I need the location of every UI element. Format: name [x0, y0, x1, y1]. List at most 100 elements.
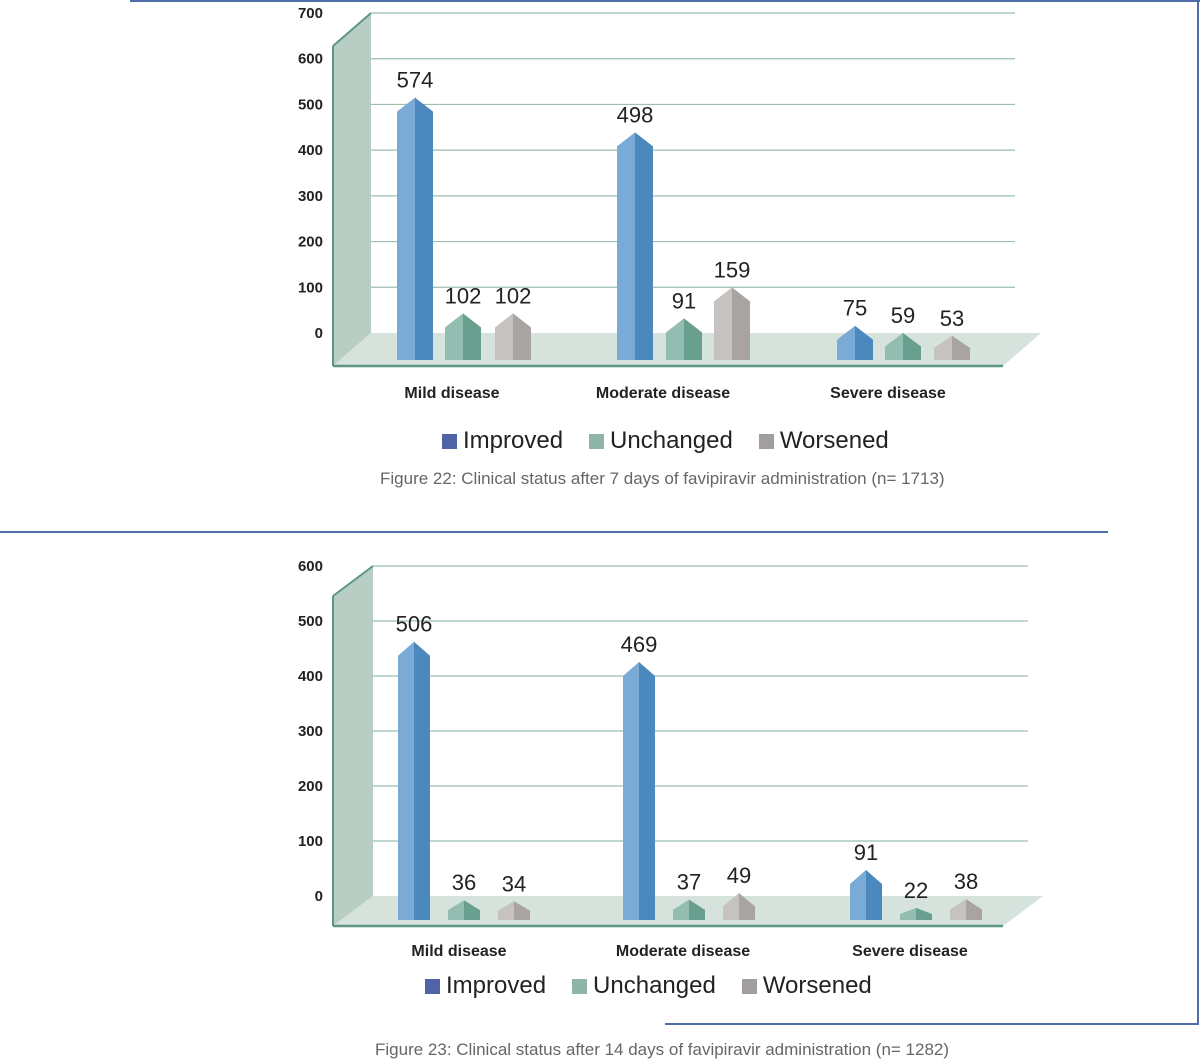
data-label: 49: [727, 863, 751, 888]
frame-top-line: [130, 0, 1200, 2]
legend-item-worsened: Worsened: [758, 427, 889, 455]
bar-improved-left-face: [837, 325, 855, 360]
legend-item-unchanged: Unchanged: [572, 972, 716, 1000]
y-tick-label: 200: [298, 234, 323, 251]
wall-top-edge: [332, 565, 374, 597]
legend-swatch-worsened: [758, 433, 774, 449]
data-label: 38: [954, 869, 978, 894]
x-category-label: Severe disease: [852, 943, 968, 960]
bar-unchanged: [903, 333, 921, 360]
figure-caption-day14: Figure 23: Clinical status after 14 days…: [375, 1040, 950, 1059]
bar-unchanged: [684, 318, 702, 360]
x-category-label: Mild disease: [404, 385, 499, 402]
legend-swatch-unchanged: [589, 433, 605, 449]
bar-improved-left-face: [397, 97, 415, 360]
data-label: 36: [452, 870, 476, 895]
wall-top-edge: [332, 12, 372, 47]
y-tick-label: 100: [298, 279, 323, 296]
legend-label-worsened: Worsened: [762, 972, 872, 999]
data-label: 53: [940, 306, 964, 331]
bar-worsened: [513, 313, 531, 360]
x-category-label: Severe disease: [830, 385, 946, 402]
data-label: 75: [843, 296, 867, 321]
data-label: 498: [617, 102, 654, 127]
bar-improved: [866, 869, 882, 920]
data-label: 506: [396, 612, 433, 637]
data-label: 159: [714, 257, 751, 282]
bar-unchanged-left-face: [885, 333, 903, 360]
legend-day14: Improved Unchanged Worsened: [425, 972, 898, 1000]
frame-divider-line: [0, 531, 1108, 533]
bar-unchanged-left-face: [448, 900, 464, 920]
data-label: 574: [397, 68, 434, 93]
x-category-label: Moderate disease: [596, 385, 730, 402]
bar-unchanged: [916, 907, 932, 920]
bar-unchanged-left-face: [666, 318, 684, 360]
data-label: 59: [891, 303, 915, 328]
data-label: 102: [445, 283, 482, 308]
legend-label-improved: Improved: [463, 427, 564, 454]
legend-swatch-improved: [425, 978, 440, 994]
chart-day7: 700 600 500 400 300 200 100 0 574 102 102 Mild dise…: [298, 5, 1041, 402]
bar-improved-left-face: [398, 641, 414, 920]
legend-swatch-worsened: [741, 978, 757, 994]
chart-back-wall: [333, 566, 373, 926]
bar-worsened-left-face: [495, 313, 513, 360]
bar-unchanged-left-face: [445, 313, 463, 360]
bar-improved-left-face: [850, 869, 866, 920]
bar-worsened-left-face: [934, 335, 952, 360]
legend-swatch-improved: [442, 433, 457, 449]
y-tick-label: 0: [315, 325, 323, 342]
x-category-label: Moderate disease: [616, 943, 750, 960]
bar-improved-left-face: [623, 662, 639, 920]
bar-worsened: [966, 899, 982, 920]
legend-label-unchanged: Unchanged: [610, 427, 733, 454]
legend-item-unchanged: Unchanged: [589, 427, 733, 455]
bar-improved: [414, 641, 430, 920]
bar-unchanged: [463, 313, 481, 360]
bar-unchanged: [689, 899, 705, 920]
data-label: 37: [677, 870, 701, 895]
bar-worsened-left-face: [714, 287, 732, 360]
legend-item-improved: Improved: [442, 427, 563, 455]
bar-unchanged: [464, 900, 480, 920]
figure-caption-day7: Figure 22: Clinical status after 7 days …: [380, 469, 945, 488]
legend-item-worsened: Worsened: [741, 972, 872, 1000]
data-label: 469: [621, 632, 658, 657]
bar-improved: [635, 132, 653, 360]
data-label: 91: [854, 840, 878, 865]
bar-worsened-left-face: [950, 899, 966, 920]
y-tick-label: 400: [298, 142, 323, 159]
y-tick-label: 0: [315, 888, 323, 905]
data-label: 34: [502, 871, 526, 896]
frame-bottom-line: [665, 1023, 1199, 1025]
y-tick-label: 600: [298, 51, 323, 68]
x-category-label: Mild disease: [411, 943, 506, 960]
y-tick-label: 200: [298, 778, 323, 795]
legend-item-improved: Improved: [425, 972, 546, 1000]
legend-label-unchanged: Unchanged: [593, 972, 716, 999]
data-label: 22: [904, 878, 928, 903]
bar-improved-left-face: [617, 132, 635, 360]
y-tick-label: 700: [298, 5, 323, 22]
y-tick-label: 300: [298, 188, 323, 205]
data-label: 102: [495, 283, 532, 308]
legend-label-worsened: Worsened: [779, 427, 889, 454]
bar-worsened: [952, 335, 970, 360]
bar-unchanged-left-face: [673, 899, 689, 920]
bar-improved: [415, 97, 433, 360]
chart-back-wall: [333, 13, 371, 366]
legend-label-improved: Improved: [446, 972, 547, 999]
bar-worsened: [514, 901, 530, 920]
y-tick-label: 300: [298, 723, 323, 740]
data-label: 91: [672, 288, 696, 313]
bar-worsened: [739, 893, 755, 920]
bar-worsened: [732, 287, 750, 360]
y-tick-label: 500: [298, 96, 323, 113]
y-tick-label: 600: [298, 558, 323, 575]
legend-day7: Improved Unchanged Worsened: [442, 427, 915, 455]
bar-worsened-left-face: [723, 893, 739, 920]
chart-day14: 600 500 400 300 200 100 0 506 36 34 Mild disease 46…: [298, 558, 1043, 960]
y-tick-label: 400: [298, 668, 323, 685]
bar-worsened-left-face: [498, 901, 514, 920]
